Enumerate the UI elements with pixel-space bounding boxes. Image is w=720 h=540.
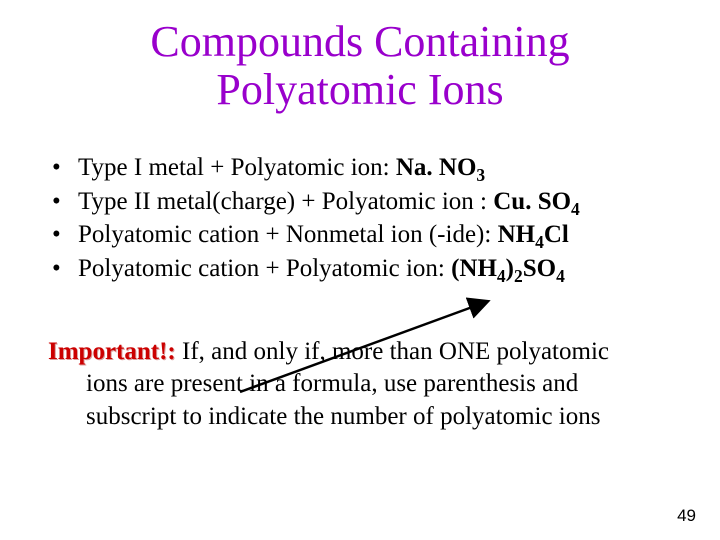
- example-formula: NH4Cl: [498, 221, 569, 248]
- title-line-2: Polyatomic Ions: [216, 65, 503, 114]
- bullet-dot: •: [48, 218, 78, 252]
- list-item: • Polyatomic cation + Polyatomic ion: (N…: [48, 252, 680, 286]
- example-formula: (NH4)2SO4: [451, 255, 565, 282]
- title-line-1: Compounds Containing: [150, 17, 569, 66]
- formula-part: (NH: [451, 255, 497, 282]
- important-text-line2: ions are present in a formula, use paren…: [48, 368, 680, 401]
- formula-sub: 4: [497, 266, 506, 286]
- formula-part: Cl: [544, 221, 569, 248]
- example-formula: Na. NO3: [396, 154, 485, 181]
- bullet-dot: •: [48, 185, 78, 219]
- formula-part: ): [506, 255, 514, 282]
- list-item: • Type II metal(charge) + Polyatomic ion…: [48, 185, 680, 219]
- formula-sub: 4: [571, 199, 580, 219]
- formula-part: SO: [523, 255, 556, 282]
- bullet-text: Type II metal(charge) + Polyatomic ion :…: [78, 185, 680, 219]
- formula-sub: 2: [514, 266, 523, 286]
- formula-sub: 4: [535, 232, 544, 252]
- formula-sub: 3: [476, 165, 485, 185]
- formula-sub: 4: [556, 266, 565, 286]
- bullet-pre: Polyatomic cation + Nonmetal ion (-ide):: [78, 221, 498, 248]
- list-item: • Polyatomic cation + Nonmetal ion (-ide…: [48, 218, 680, 252]
- bullet-dot: •: [48, 151, 78, 185]
- important-note: Important!: If, and only if, more than O…: [40, 336, 680, 434]
- page-number: 49: [677, 506, 696, 526]
- formula-part: Cu. SO: [493, 188, 571, 215]
- bullet-pre: Type II metal(charge) + Polyatomic ion :: [78, 188, 493, 215]
- bullet-dot: •: [48, 252, 78, 286]
- important-text-line3: subscript to indicate the number of poly…: [48, 401, 680, 434]
- bullet-list: • Type I metal + Polyatomic ion: Na. NO3…: [40, 151, 680, 286]
- formula-part: NH: [498, 221, 536, 248]
- bullet-text: Polyatomic cation + Polyatomic ion: (NH4…: [78, 252, 680, 286]
- slide-title: Compounds Containing Polyatomic Ions: [40, 18, 680, 115]
- formula-part: Na. NO: [396, 154, 477, 181]
- bullet-text: Type I metal + Polyatomic ion: Na. NO3: [78, 151, 680, 185]
- bullet-pre: Polyatomic cation + Polyatomic ion:: [78, 255, 451, 282]
- list-item: • Type I metal + Polyatomic ion: Na. NO3: [48, 151, 680, 185]
- bullet-pre: Type I metal + Polyatomic ion:: [78, 154, 396, 181]
- bullet-text: Polyatomic cation + Nonmetal ion (-ide):…: [78, 218, 680, 252]
- important-text-line1: If, and only if, more than ONE polyatomi…: [176, 338, 609, 365]
- important-label: Important!:: [48, 338, 176, 365]
- slide-container: Compounds Containing Polyatomic Ions • T…: [0, 0, 720, 540]
- example-formula: Cu. SO4: [493, 188, 580, 215]
